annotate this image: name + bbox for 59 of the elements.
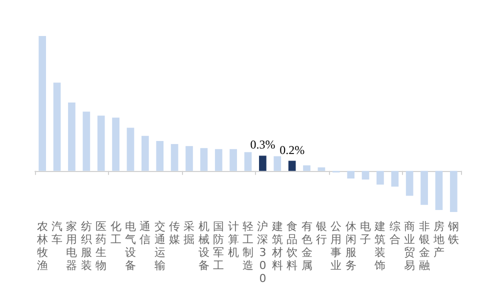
bar xyxy=(347,170,354,179)
x-tick-label: 汽车 xyxy=(52,220,63,246)
x-tick-label: 银行 xyxy=(314,220,327,246)
x-tick-label: 电气设备 xyxy=(124,220,136,272)
bar xyxy=(53,82,61,171)
bar xyxy=(112,118,120,171)
bar xyxy=(156,140,164,171)
bar xyxy=(259,156,266,171)
x-tick-label: 纺织服装 xyxy=(80,220,92,272)
bar xyxy=(97,116,105,171)
x-tick-label: 家用电器 xyxy=(66,220,78,272)
x-tick-label: 通信 xyxy=(140,220,151,246)
bar xyxy=(68,102,76,171)
x-tick-label: 交通运输 xyxy=(154,220,166,272)
bar xyxy=(391,170,399,187)
x-tick-label: 计算机 xyxy=(228,220,239,259)
bar xyxy=(435,170,443,210)
x-tick-label: 休闲服务 xyxy=(345,220,356,272)
bar xyxy=(288,160,296,171)
bar xyxy=(186,146,193,171)
x-tick-label: 机械设备 xyxy=(198,220,210,272)
x-tick-label: 国防军工 xyxy=(213,220,224,272)
x-tick-label: 沪深300 xyxy=(257,220,268,285)
data-label: 0.2% xyxy=(280,142,305,157)
bar xyxy=(406,170,414,196)
bar xyxy=(170,144,178,171)
x-tick-label: 商业贸易 xyxy=(404,220,416,272)
x-tick-label: 电子 xyxy=(360,220,372,246)
x-tick-label: 传媒 xyxy=(169,220,180,246)
bar xyxy=(376,170,384,185)
bar xyxy=(200,148,208,171)
x-tick-label: 综合 xyxy=(389,220,400,246)
bar xyxy=(420,170,428,205)
bar xyxy=(38,36,46,171)
x-tick-label: 房地产 xyxy=(432,220,444,259)
x-tick-label: 非银金融 xyxy=(418,220,430,272)
bar xyxy=(303,165,310,171)
bar xyxy=(244,152,252,171)
x-tick-label: 钢铁 xyxy=(447,220,460,246)
bar xyxy=(142,136,149,171)
x-tick-label: 公用事业 xyxy=(330,220,342,272)
bar xyxy=(230,149,237,171)
bar xyxy=(126,128,134,171)
bar xyxy=(450,170,458,212)
bar xyxy=(318,167,326,171)
data-label: 0.3% xyxy=(250,138,276,152)
x-tick-label: 食品饮料 xyxy=(286,220,298,272)
x-tick-label: 化工 xyxy=(110,220,122,246)
x-tick-label: 医药生物 xyxy=(96,220,107,272)
bar xyxy=(274,156,282,171)
x-tick-label: 轻工制造 xyxy=(242,220,254,272)
bar xyxy=(82,112,90,171)
x-tick-label: 建筑材料 xyxy=(270,220,283,272)
bar xyxy=(214,149,222,171)
x-tick-label: 建筑装饰 xyxy=(374,220,386,272)
x-tick-label: 农林牧渔 xyxy=(36,220,48,272)
x-tick-label: 采掘 xyxy=(184,220,195,246)
bar xyxy=(362,170,370,180)
x-tick-label: 有色金属 xyxy=(301,220,312,272)
